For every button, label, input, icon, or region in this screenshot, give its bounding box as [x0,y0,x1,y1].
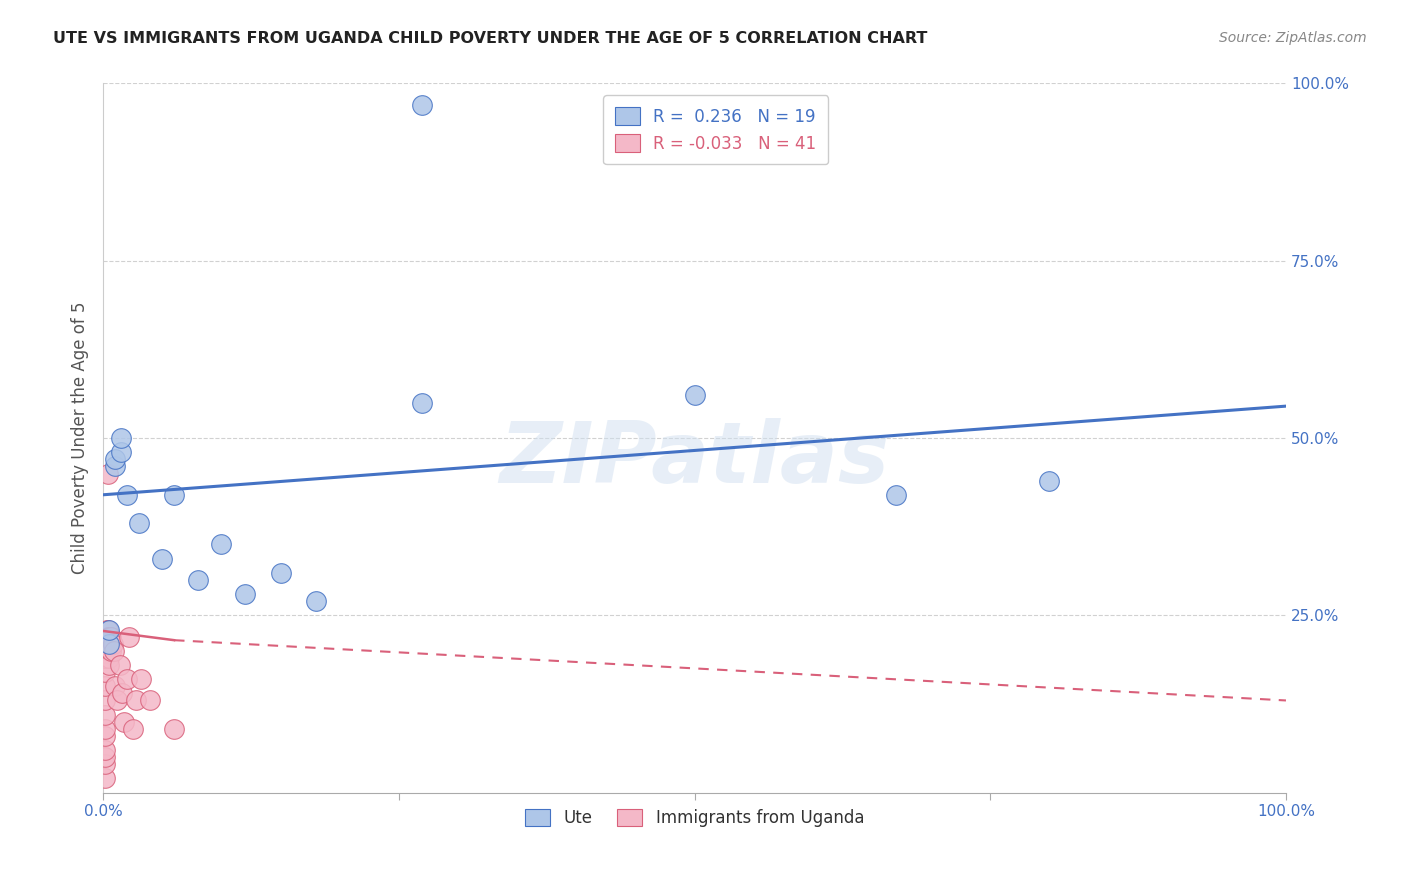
Point [94,637,117,651]
Point [209,537,232,551]
Point [100,630,122,644]
Point [104,679,127,693]
Point [884,488,907,502]
Point [98,630,121,644]
Point [683,388,706,402]
Point [305,594,328,608]
Point [94,729,117,743]
Point [94,707,117,722]
Point [150,551,173,566]
Point [94,743,117,757]
Point [98,630,121,644]
Point [97,630,120,644]
Point [125,693,148,707]
Point [94,693,117,707]
Point [104,452,127,467]
Point [98,651,121,665]
Point [129,672,152,686]
Point [411,97,433,112]
Point [98,637,121,651]
Point [94,679,117,693]
Point [105,693,128,707]
Point [98,658,121,673]
Point [411,395,433,409]
Point [97,637,120,651]
Point [100,644,122,658]
Point [94,772,117,786]
Point [94,722,117,736]
Text: UTE VS IMMIGRANTS FROM UGANDA CHILD POVERTY UNDER THE AGE OF 5 CORRELATION CHART: UTE VS IMMIGRANTS FROM UGANDA CHILD POVE… [53,31,928,46]
Point [115,672,138,686]
Point [187,573,209,587]
Point [110,445,132,459]
Point [94,750,117,764]
Point [98,637,121,651]
Point [101,637,124,651]
Point [104,459,127,474]
Point [108,658,131,673]
Point [94,651,117,665]
Point [97,623,120,637]
Point [112,714,135,729]
Point [270,566,292,580]
Y-axis label: Child Poverty Under the Age of 5: Child Poverty Under the Age of 5 [72,301,89,574]
Point [97,630,120,644]
Point [98,644,121,658]
Point [96,630,118,644]
Legend: Ute, Immigrants from Uganda: Ute, Immigrants from Uganda [519,803,870,834]
Point [118,630,141,644]
Text: Source: ZipAtlas.com: Source: ZipAtlas.com [1219,31,1367,45]
Point [96,623,118,637]
Point [1038,474,1060,488]
Point [233,587,256,601]
Point [98,623,121,637]
Text: ZIPatlas: ZIPatlas [499,417,890,500]
Point [121,722,143,736]
Point [163,722,186,736]
Point [111,686,134,700]
Point [128,516,150,530]
Point [139,693,162,707]
Point [94,665,117,679]
Point [163,488,186,502]
Point [94,757,117,772]
Point [115,488,138,502]
Point [110,431,132,445]
Point [103,644,125,658]
Point [97,467,120,481]
